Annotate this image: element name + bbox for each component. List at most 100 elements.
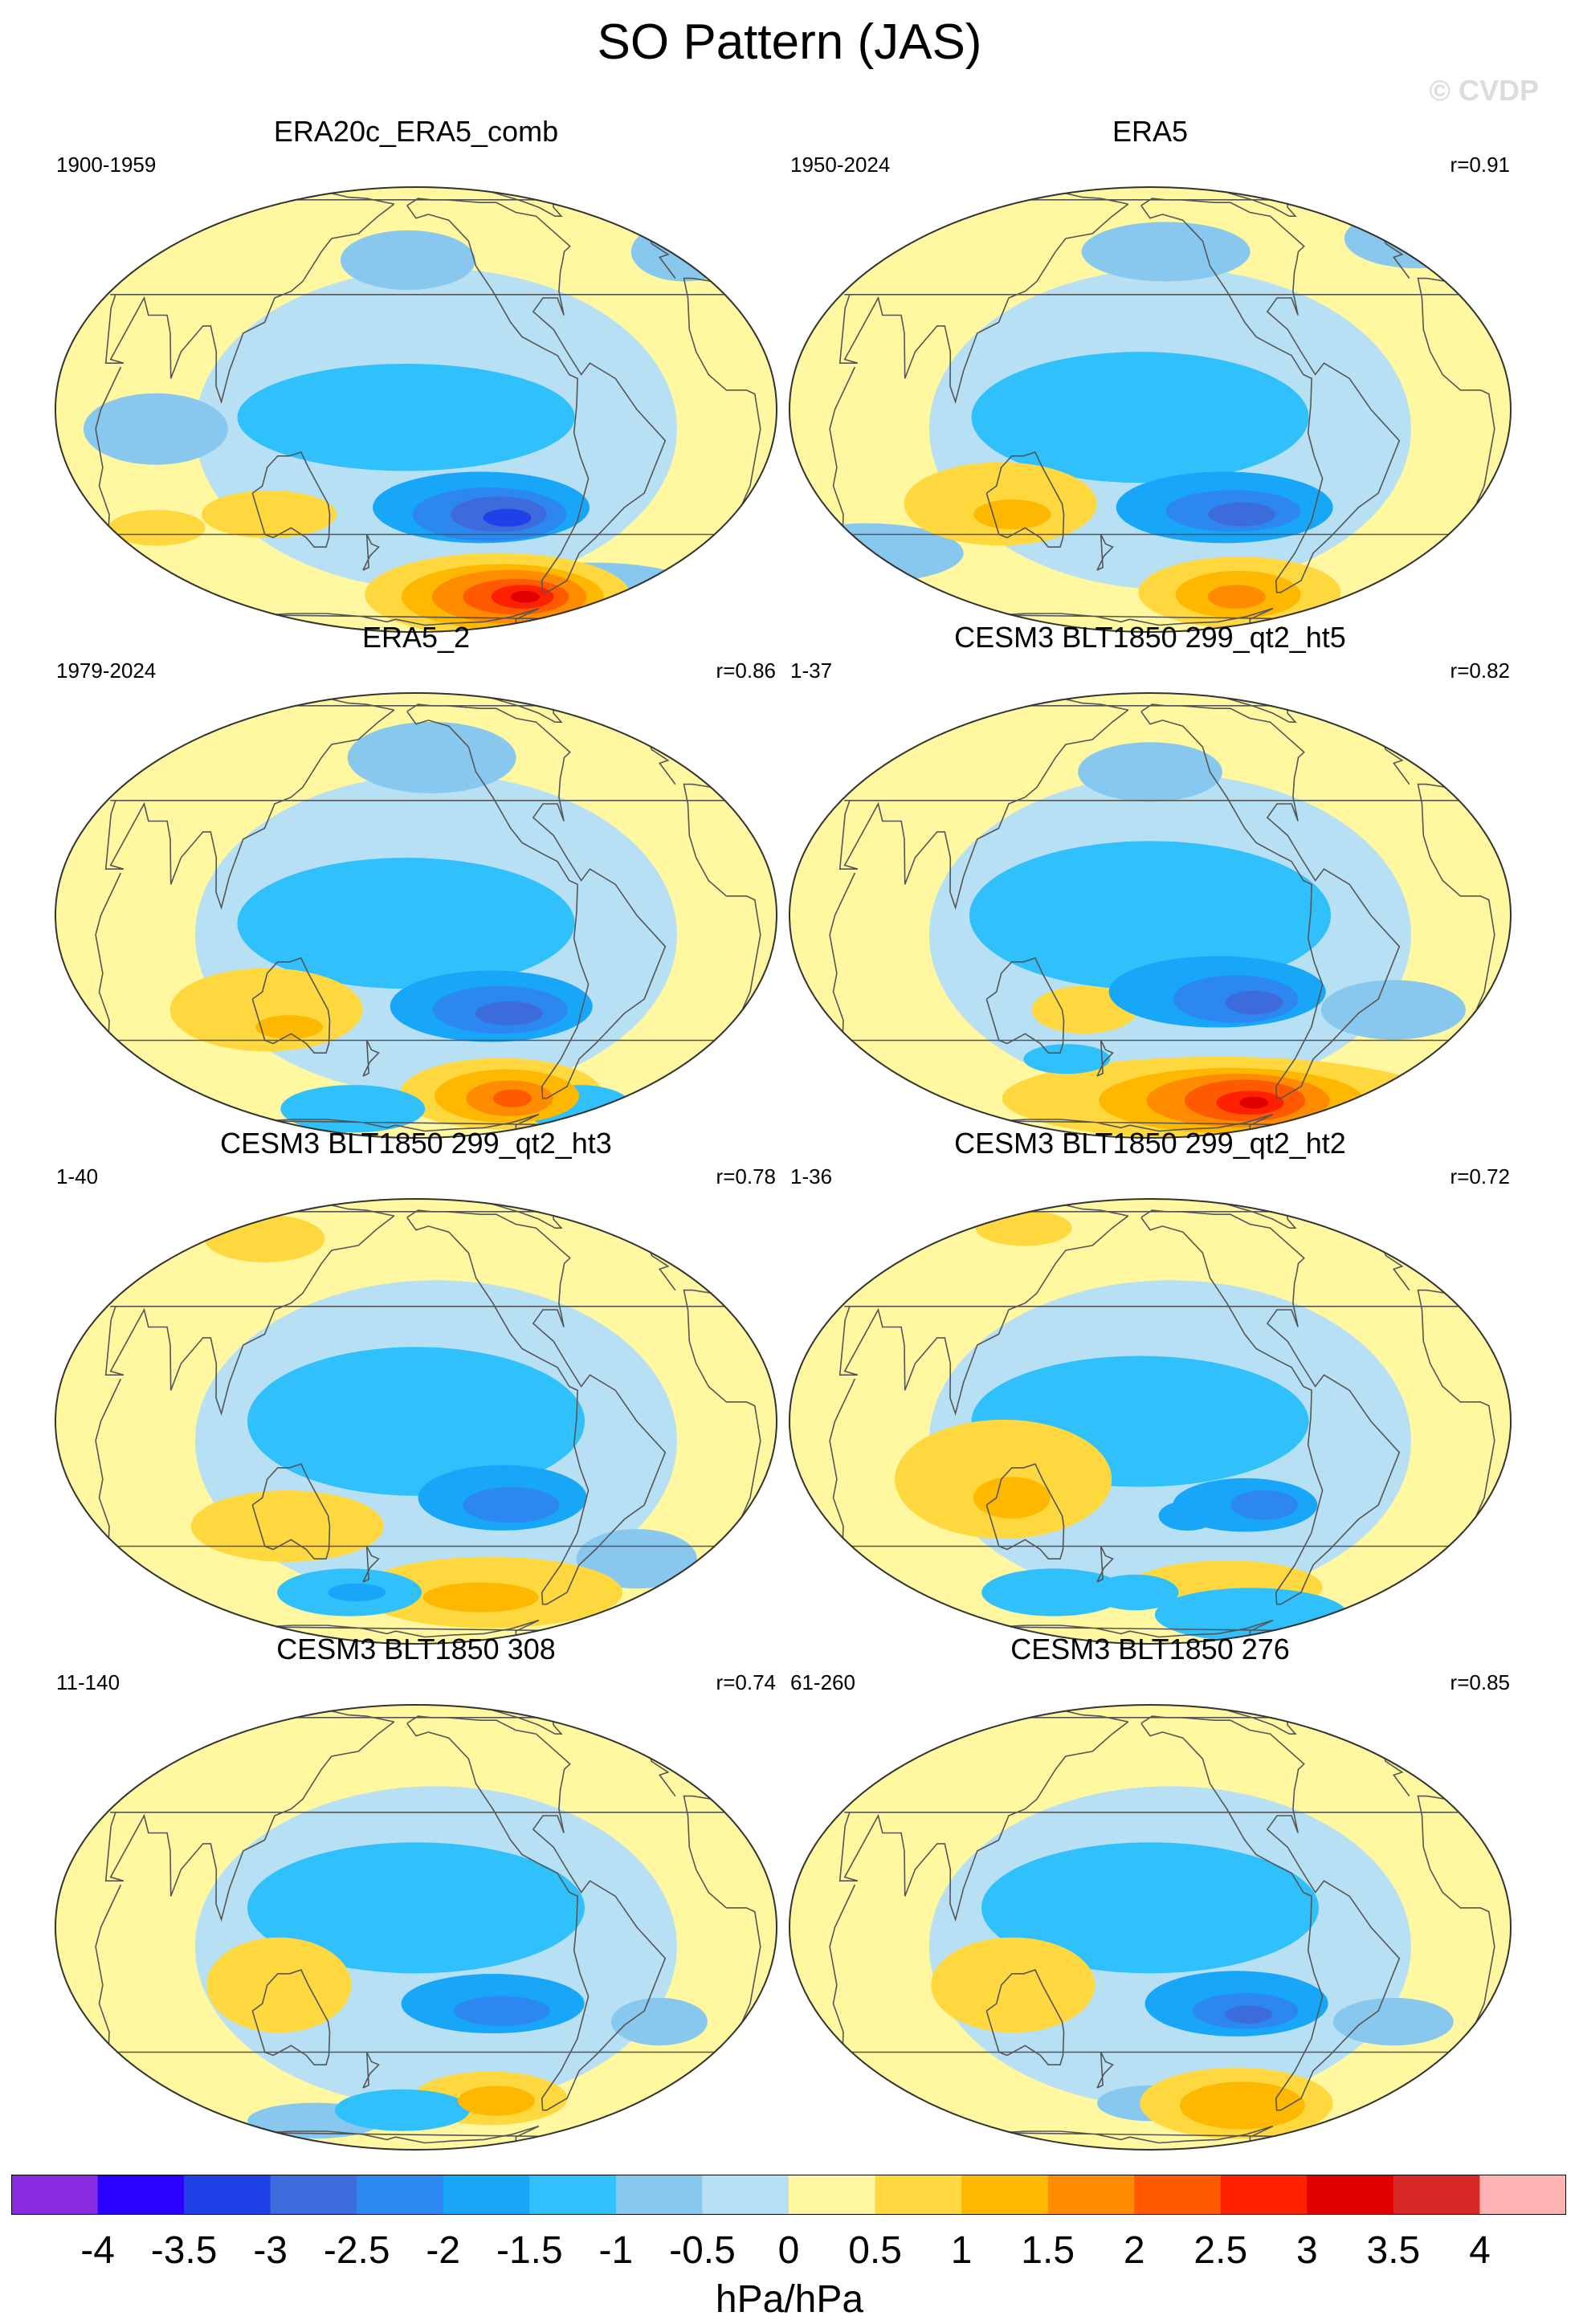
contour-region xyxy=(1208,502,1276,527)
colorbar-tick-label: 1.5 xyxy=(1021,2229,1075,2272)
coastline xyxy=(985,1463,1065,1560)
contour-region xyxy=(1078,742,1222,802)
colorbar-tick-label: 0.5 xyxy=(848,2229,902,2272)
contour-region xyxy=(1023,1044,1111,1074)
colorbar-swatch xyxy=(184,2175,271,2215)
coastline xyxy=(1140,1209,1401,1605)
contour-region xyxy=(1224,2005,1273,2024)
contour-region xyxy=(237,363,575,471)
contour-region xyxy=(463,1486,560,1523)
colorbar-swatch xyxy=(789,2175,876,2215)
panel-period: 1950-2024 xyxy=(790,153,891,177)
coastline xyxy=(1096,534,1114,571)
globe-map xyxy=(789,186,1512,633)
globe-border xyxy=(55,1704,777,2151)
globe-border xyxy=(55,692,777,1139)
colorbar-units: hPa/hPa xyxy=(715,2278,864,2321)
colorbar-swatch xyxy=(1479,2175,1566,2215)
colorbar-swatch xyxy=(1047,2175,1135,2215)
coastline xyxy=(985,451,1065,548)
map-panel: CESM3 BLT1850 299_qt2_ht2 1-36 r=0.72 xyxy=(781,1126,1520,1645)
colorbar-tick-label: 2 xyxy=(1124,2229,1145,2272)
contour-region xyxy=(169,968,363,1052)
contour-region xyxy=(204,1214,325,1262)
panel-correlation: r=0.85 xyxy=(1450,1670,1510,1694)
globe-border xyxy=(789,1198,1512,1645)
colorbar-tick-label: -3 xyxy=(253,2229,288,2272)
coastline xyxy=(829,709,1495,1042)
coastline xyxy=(406,1209,667,1605)
coastline xyxy=(1140,1715,1401,2111)
panel-title: ERA5 xyxy=(1112,115,1189,148)
contour-region xyxy=(347,721,516,793)
contour-region xyxy=(483,508,532,527)
coastline xyxy=(95,203,761,536)
colorbar-swatch xyxy=(875,2175,962,2215)
contour-region xyxy=(1230,1490,1299,1520)
contour-region xyxy=(931,1937,1096,2033)
coastline xyxy=(1096,1546,1114,1583)
coastline xyxy=(1140,703,1401,1099)
colorbar-swatch xyxy=(702,2175,790,2215)
globe-map xyxy=(789,692,1512,1139)
globe-border xyxy=(789,1704,1512,2151)
panel-title: CESM3 BLT1850 308 xyxy=(276,1633,556,1666)
globe-border xyxy=(55,1198,777,1645)
coastline xyxy=(829,1215,1495,1547)
coastline xyxy=(362,1546,380,1583)
globe-map xyxy=(789,1198,1512,1645)
colorbar-tick-label: -4 xyxy=(80,2229,115,2272)
colorbar-swatch xyxy=(270,2175,357,2215)
coastline xyxy=(829,203,1495,536)
map-panel: ERA5_2 1979-2024 r=0.86 xyxy=(47,620,785,1139)
panel-correlation: r=0.74 xyxy=(716,1670,776,1694)
panel-title: ERA20c_ERA5_comb xyxy=(273,115,559,148)
contour-region xyxy=(334,2089,470,2131)
panel-period: 61-260 xyxy=(790,1670,855,1694)
panel-period: 1-36 xyxy=(790,1164,833,1189)
colorbar-swatch xyxy=(615,2175,703,2215)
panel-correlation: r=0.78 xyxy=(716,1164,776,1189)
map-panel: CESM3 BLT1850 299_qt2_ht3 1-40 r=0.78 xyxy=(47,1126,785,1645)
colorbar-swatch xyxy=(1134,2175,1222,2215)
contour-region xyxy=(255,1015,324,1039)
colorbar-swatch xyxy=(1220,2175,1308,2215)
colorbar: -4 -3.5 -3 -2.5 -2 -1.5 -1 -0.5 0 0.5 1 1.5 2 2.5 3 3.5… xyxy=(11,2175,1566,2272)
coastline xyxy=(1140,198,1401,593)
coastline xyxy=(406,198,667,593)
colorbar-tick-label: 4 xyxy=(1469,2229,1491,2272)
coastline xyxy=(1096,1040,1114,1077)
contour-region xyxy=(576,1529,697,1589)
colorbar-swatch xyxy=(1307,2175,1394,2215)
coastline xyxy=(406,1715,667,2111)
coastline xyxy=(1096,2052,1114,2089)
colorbar-tick-label: 1 xyxy=(951,2229,973,2272)
watermark: © CVDP xyxy=(1429,74,1539,107)
colorbar-swatch xyxy=(1393,2175,1480,2215)
coastline xyxy=(95,709,761,1042)
panel-title: ERA5_2 xyxy=(361,621,471,654)
globe-map xyxy=(55,1198,777,1645)
contour-region xyxy=(973,1477,1051,1519)
contour-region xyxy=(1239,1096,1269,1109)
coastline xyxy=(251,1969,331,2066)
contour-region xyxy=(247,1842,585,1974)
panel-title: CESM3 BLT1850 299_qt2_ht5 xyxy=(954,621,1346,654)
colorbar-tick-label: 3 xyxy=(1296,2229,1318,2272)
contour-region xyxy=(630,222,737,282)
contour-region xyxy=(1225,990,1283,1015)
contour-region xyxy=(1091,1574,1179,1611)
contour-region xyxy=(610,1997,708,2046)
contour-region xyxy=(1320,980,1466,1040)
coastline xyxy=(251,451,331,548)
coastline xyxy=(362,2052,380,2089)
coastline xyxy=(406,703,667,1099)
coastline xyxy=(251,957,331,1054)
contour-region xyxy=(202,490,337,539)
page-title: SO Pattern (JAS) xyxy=(597,14,982,70)
globe-map xyxy=(55,1704,777,2151)
contour-region xyxy=(280,1085,426,1133)
contour-region xyxy=(328,1583,386,1602)
coastline xyxy=(95,1215,761,1547)
colorbar-swatch xyxy=(961,2175,1049,2215)
